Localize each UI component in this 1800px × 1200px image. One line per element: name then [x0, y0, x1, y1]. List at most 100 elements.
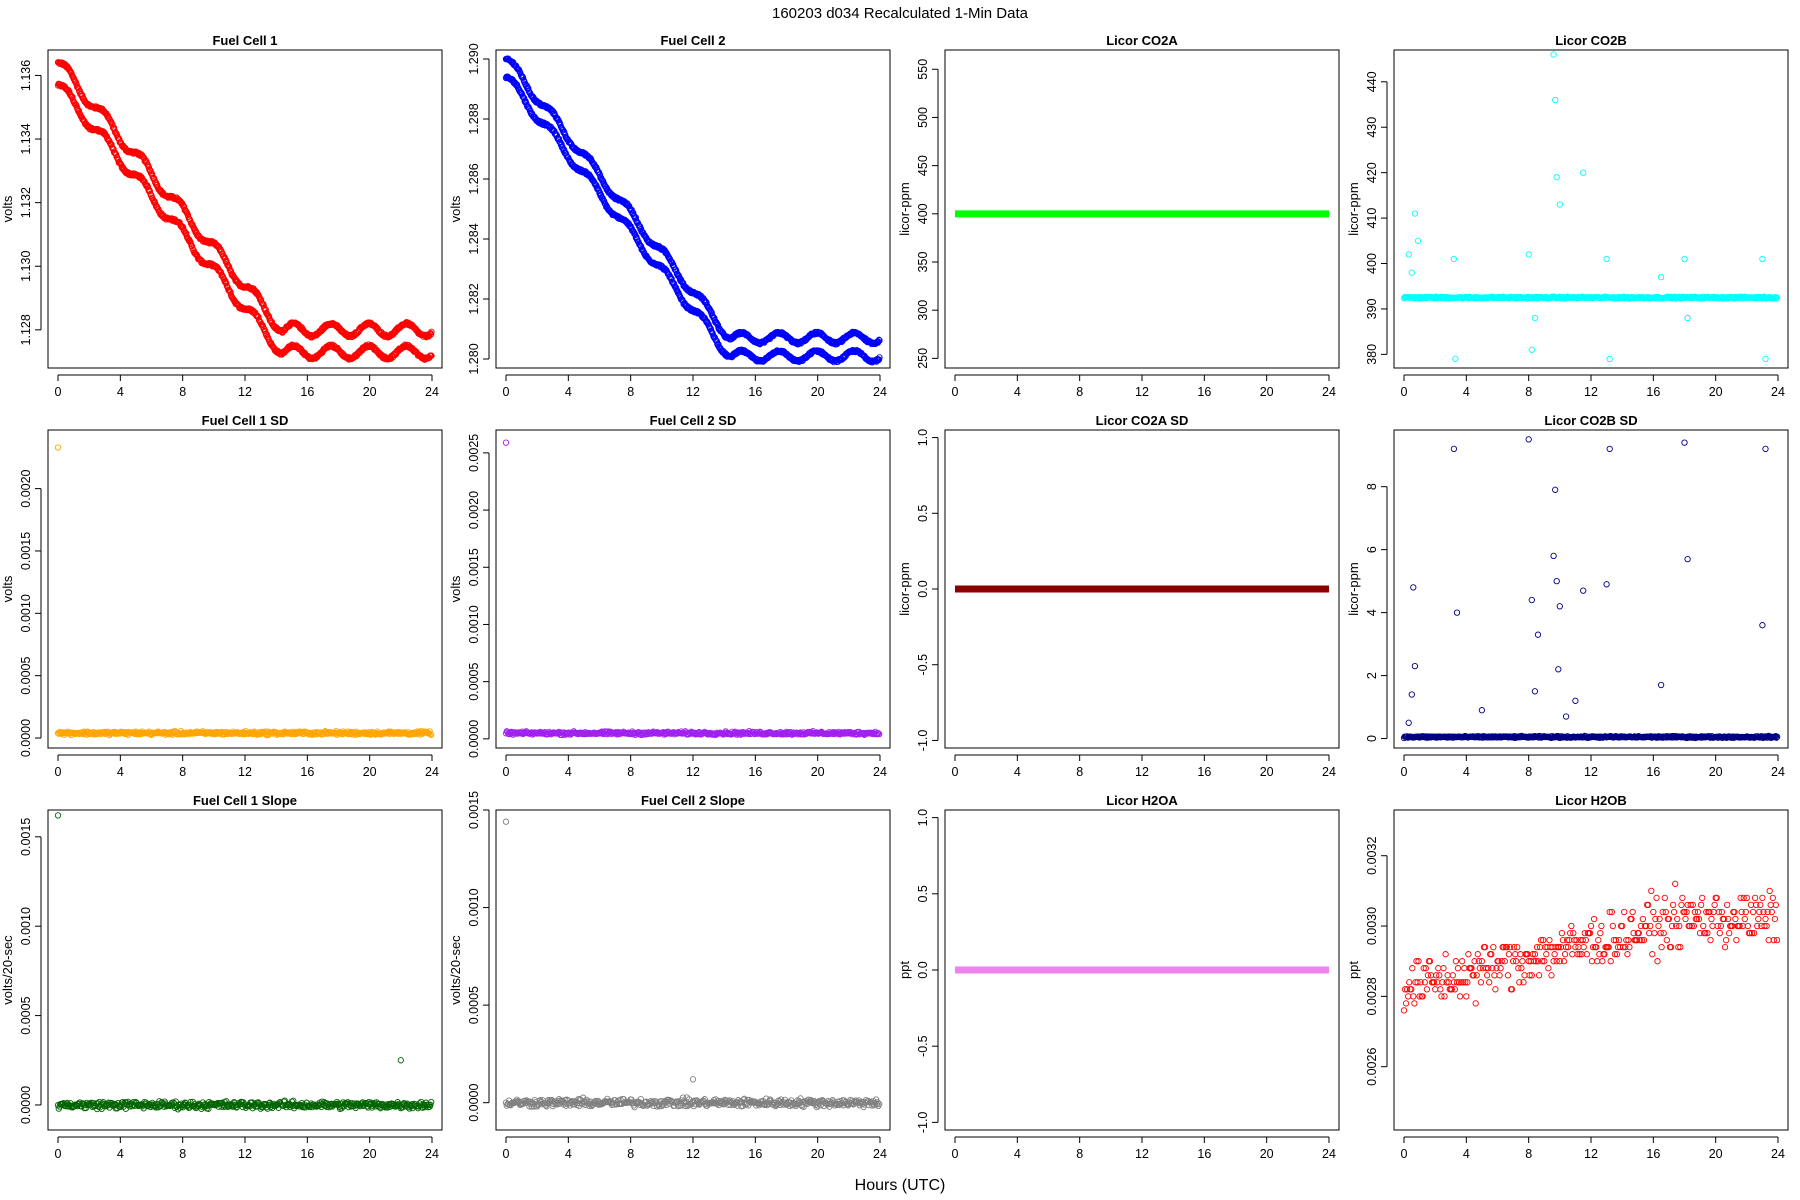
x-tick-label: 4	[1014, 385, 1021, 399]
x-tick-label: 20	[363, 385, 377, 399]
y-tick-label: 1.282	[467, 283, 481, 314]
x-tick-label: 12	[686, 385, 700, 399]
x-tick-label: 16	[748, 385, 762, 399]
y-tick-label: 0.0000	[19, 719, 33, 757]
panel-title: Fuel Cell 2	[660, 33, 725, 48]
plot-frame	[47, 429, 443, 749]
y-tick-label: 0.0015	[19, 532, 33, 570]
x-tick-label: 24	[1322, 765, 1336, 779]
y-tick-label: 0.0015	[467, 548, 481, 586]
x-tick-label: 8	[1076, 385, 1083, 399]
x-tick-label: 0	[952, 765, 959, 779]
x-tick-label: 20	[1260, 385, 1274, 399]
x-axis: 0 4 8 12 16 20 24	[952, 754, 1336, 779]
points-co2bsd	[1400, 436, 1781, 742]
data-point	[1525, 251, 1532, 258]
y-tick-label: 1.284	[467, 223, 481, 254]
panel-grid: Fuel Cell 10 4 8 12 16 20 241.1281.1301.1321.1…	[0, 33, 1789, 1161]
plot-frame	[1393, 49, 1789, 369]
panel-co2asd: Licor CO2A SD0 4 8 12 16 20 24-1.0-0.50.00.51.…	[897, 413, 1340, 779]
x-tick-label: 0	[503, 765, 510, 779]
data-point	[592, 181, 600, 188]
data-point	[549, 107, 556, 115]
x-axis: 0 4 8 12 16 20 24	[503, 374, 887, 399]
panel-fc2: Fuel Cell 20 4 8 12 16 20 241.2801.2821.2841.2…	[448, 33, 891, 399]
data-point	[1759, 255, 1766, 263]
x-tick-label: 20	[1709, 385, 1723, 399]
x-tick-label: 24	[425, 765, 439, 779]
x-tick-label: 4	[1014, 765, 1021, 779]
y-tick-label: 1.288	[467, 103, 481, 134]
x-tick-label: 20	[1260, 765, 1274, 779]
y-tick-label: 0.0010	[19, 594, 33, 632]
x-tick-label: 16	[1646, 385, 1660, 399]
x-tick-label: 8	[179, 385, 186, 399]
data-point	[1528, 346, 1535, 353]
x-tick-label: 16	[1197, 385, 1211, 399]
panel-title: Fuel Cell 1 SD	[202, 413, 289, 428]
figure-title: 160203 d034 Recalculated 1-Min Data	[772, 5, 1029, 22]
y-tick-label: 380	[1365, 344, 1379, 365]
data-point	[1606, 355, 1613, 363]
data-point	[109, 121, 116, 128]
y-tick-label: 1.128	[19, 314, 33, 345]
data-point	[1556, 201, 1563, 208]
y-axis-label: licor-ppm	[1346, 182, 1361, 235]
x-axis: 0 4 8 12 16 20 24	[952, 374, 1336, 399]
points-fc2sd	[502, 439, 883, 739]
panel-title: Fuel Cell 1	[212, 33, 277, 48]
data-point	[1531, 314, 1539, 322]
points-fc2	[502, 55, 883, 366]
x-tick-label: 0	[55, 385, 62, 399]
y-tick-label: 0.0005	[19, 657, 33, 695]
y-tick-label: 0.0	[916, 580, 930, 597]
data-point	[1411, 210, 1419, 217]
y-tick-label: 1.132	[19, 187, 33, 218]
x-tick-label: 16	[300, 765, 314, 779]
y-tick-label: 1.280	[467, 343, 481, 374]
y-tick-label: 0.0025	[467, 434, 481, 472]
points-fc1sd	[54, 444, 435, 739]
plot-frame	[495, 429, 891, 749]
y-tick-label: 0.0020	[19, 469, 33, 507]
panel-title: Licor CO2A SD	[1096, 413, 1189, 428]
x-tick-label: 4	[117, 765, 124, 779]
y-tick-label: 0.0020	[467, 491, 481, 529]
data-point	[1550, 51, 1557, 58]
y-axis: 0.0000 0.0005 0.0010 0.0015 0.0020	[19, 469, 42, 757]
data-point	[567, 140, 575, 147]
data-point	[146, 188, 154, 195]
data-point	[111, 129, 119, 136]
y-tick-label: 450	[916, 155, 930, 176]
x-tick-label: 12	[238, 765, 252, 779]
panel-fc2sd: Fuel Cell 2 SD0 4 8 12 16 20 240.00000.00050.0…	[448, 413, 891, 779]
y-tick-label: 1.136	[19, 60, 33, 91]
data-point	[1657, 273, 1665, 281]
data-point	[145, 163, 153, 171]
data-point	[502, 439, 510, 446]
x-axis: 0 4 8 12 16 20 24	[55, 374, 439, 399]
x-tick-label: 12	[1584, 385, 1598, 399]
data-point	[521, 95, 528, 102]
y-tick-label: 1.130	[19, 251, 33, 282]
y-axis-label: volts	[448, 195, 463, 222]
y-axis-label: volts	[0, 575, 15, 602]
x-tick-label: 8	[1525, 385, 1532, 399]
y-axis-label: licor-ppm	[897, 182, 912, 235]
data-point	[1684, 314, 1691, 322]
plot-frame	[944, 49, 1340, 369]
x-tick-label: 12	[686, 765, 700, 779]
x-tick-label: 4	[565, 765, 572, 779]
x-tick-label: 24	[873, 765, 887, 779]
data-point	[1580, 169, 1587, 176]
data-point	[1408, 269, 1415, 276]
x-tick-label: 20	[363, 765, 377, 779]
data-point	[555, 135, 563, 143]
